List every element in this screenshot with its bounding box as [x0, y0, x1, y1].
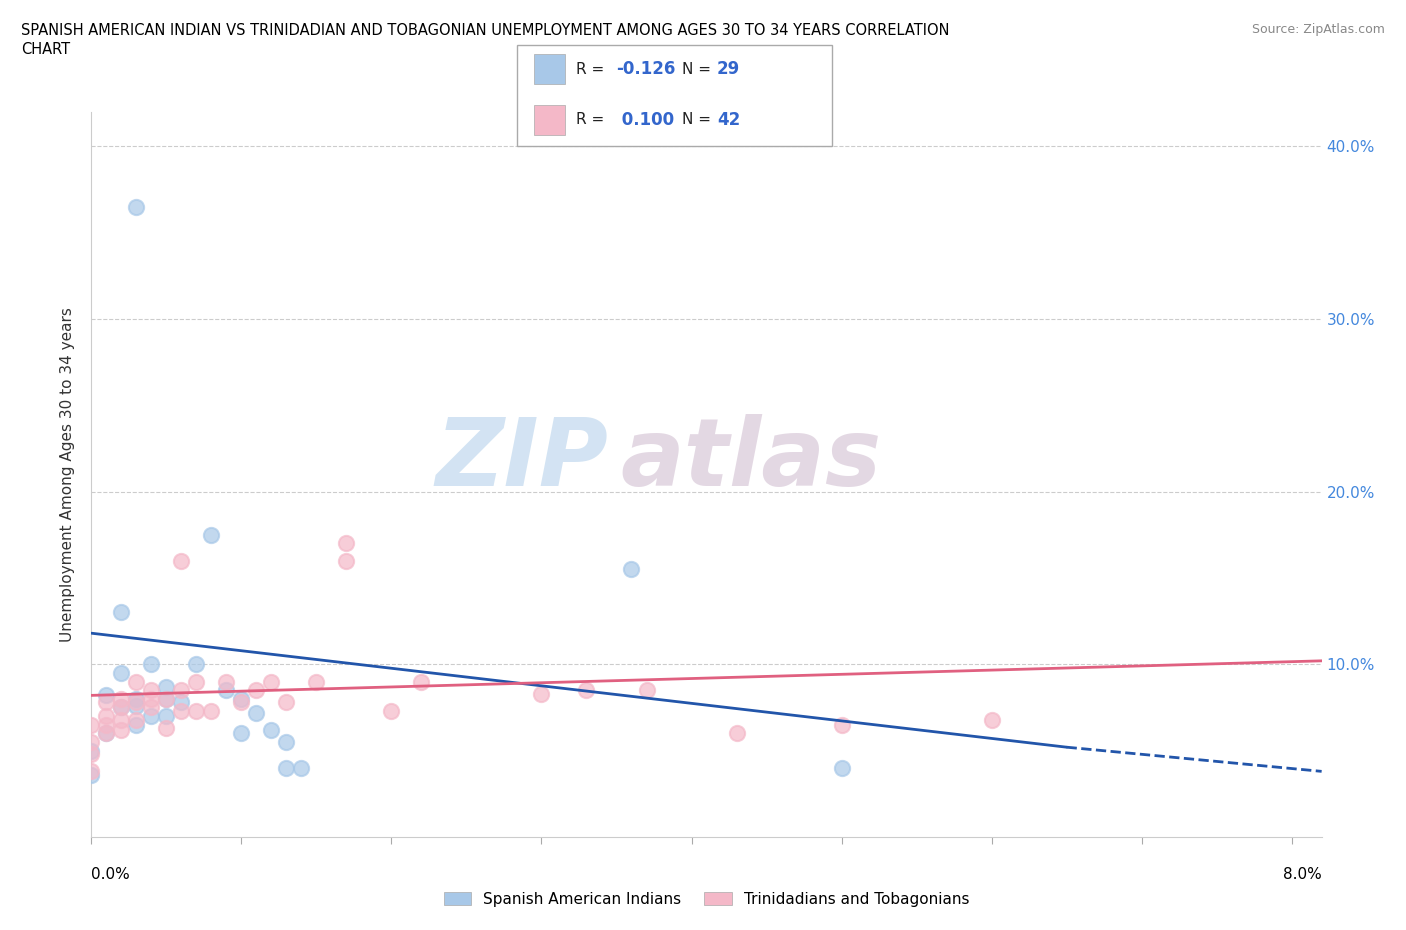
Point [155, 691, 177, 706]
Point [245, 705, 267, 720]
Text: 0.0%: 0.0% [91, 867, 131, 882]
Point [80, 717, 103, 732]
Text: Source: ZipAtlas.com: Source: ZipAtlas.com [1251, 23, 1385, 36]
Point [186, 703, 208, 718]
Text: 0.100: 0.100 [616, 111, 673, 129]
Point [155, 721, 177, 736]
Point [110, 605, 132, 620]
Text: R =: R = [576, 61, 610, 77]
Point [260, 723, 283, 737]
Point [186, 674, 208, 689]
Point [125, 698, 148, 713]
Point [141, 709, 163, 724]
Text: CHART: CHART [21, 42, 70, 57]
Text: 42: 42 [717, 111, 741, 129]
Point [125, 691, 148, 706]
Point [125, 199, 148, 214]
Point [110, 712, 132, 727]
Point [110, 666, 132, 681]
Point [411, 674, 433, 689]
Point [335, 553, 357, 568]
Point [170, 703, 193, 718]
Text: R =: R = [576, 113, 610, 127]
Point [141, 683, 163, 698]
Point [155, 691, 177, 706]
Point [125, 712, 148, 727]
Point [141, 691, 163, 706]
Text: N =: N = [682, 113, 716, 127]
Point [170, 553, 193, 568]
Point [125, 717, 148, 732]
Point [276, 761, 298, 776]
Text: N =: N = [682, 61, 716, 77]
Point [170, 695, 193, 710]
Point [380, 703, 402, 718]
Point [231, 691, 253, 706]
Point [276, 735, 298, 750]
Point [245, 683, 267, 698]
Point [96, 726, 118, 741]
Point [335, 536, 357, 551]
Point [575, 683, 598, 698]
Text: 8.0%: 8.0% [1282, 867, 1322, 882]
Point [215, 683, 238, 698]
Point [831, 717, 853, 732]
Point [620, 562, 643, 577]
Text: 29: 29 [717, 60, 741, 78]
Text: atlas: atlas [620, 414, 882, 506]
Point [141, 700, 163, 715]
Point [200, 703, 222, 718]
Point [141, 657, 163, 671]
Point [96, 695, 118, 710]
Point [231, 695, 253, 710]
Point [170, 683, 193, 698]
Point [231, 726, 253, 741]
Text: -0.126: -0.126 [616, 60, 675, 78]
Point [80, 747, 103, 762]
Text: ZIP: ZIP [436, 414, 607, 506]
Point [155, 679, 177, 694]
Point [80, 764, 103, 778]
Point [96, 688, 118, 703]
Legend: Spanish American Indians, Trinidadians and Tobagonians: Spanish American Indians, Trinidadians a… [437, 885, 976, 912]
Text: SPANISH AMERICAN INDIAN VS TRINIDADIAN AND TOBAGONIAN UNEMPLOYMENT AMONG AGES 30: SPANISH AMERICAN INDIAN VS TRINIDADIAN A… [21, 23, 949, 38]
Point [155, 709, 177, 724]
Point [260, 674, 283, 689]
Point [636, 683, 658, 698]
Point [110, 700, 132, 715]
Point [200, 527, 222, 542]
Point [96, 717, 118, 732]
Point [215, 674, 238, 689]
Point [276, 695, 298, 710]
Y-axis label: Unemployment Among Ages 30 to 34 years: Unemployment Among Ages 30 to 34 years [60, 307, 76, 642]
Point [186, 657, 208, 671]
Point [125, 674, 148, 689]
Point [80, 735, 103, 750]
Point [110, 723, 132, 737]
Point [80, 767, 103, 782]
Point [530, 686, 553, 701]
Point [110, 691, 132, 706]
Point [110, 700, 132, 715]
Point [125, 695, 148, 710]
Point [96, 726, 118, 741]
Point [980, 712, 1002, 727]
Point [80, 743, 103, 758]
Point [831, 761, 853, 776]
Point [96, 709, 118, 724]
Point [725, 726, 748, 741]
Point [305, 674, 328, 689]
Point [290, 761, 312, 776]
